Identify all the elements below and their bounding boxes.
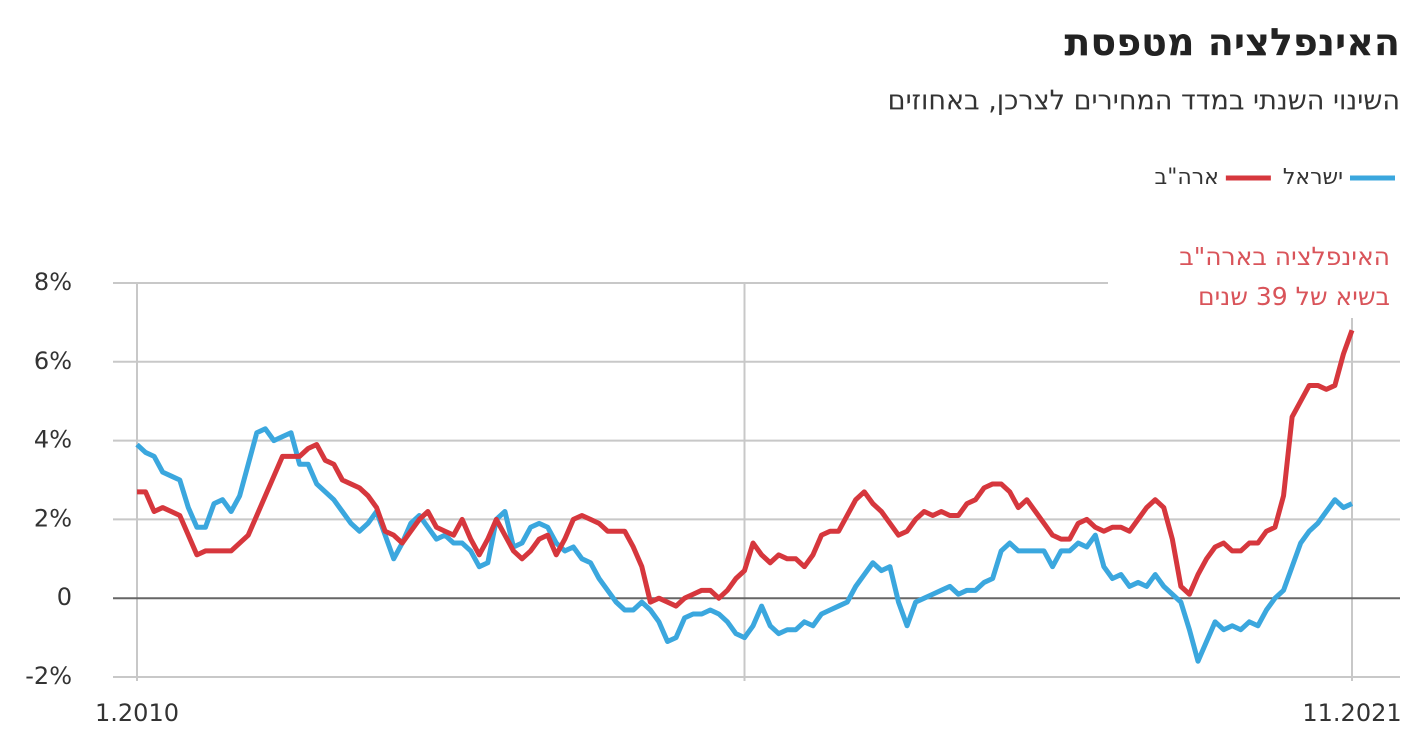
y-tick-label: 4% (34, 426, 72, 454)
annotation-bg (1108, 238, 1400, 318)
series-line (135, 426, 1354, 664)
y-tick-label: 2% (34, 504, 72, 532)
legend-label: ישראל (1283, 165, 1343, 190)
y-tick-label: 0 (57, 583, 72, 611)
chart-subtitle: השינוי השנתי במדד המחירים לצרכן, באחוזים (888, 86, 1400, 117)
x-tick-label: 11.2021 (1302, 699, 1401, 727)
chart-title: האינפלציה מטפסת (1064, 21, 1400, 65)
series-line (137, 329, 1355, 609)
legend-label: ארה"ב (1155, 165, 1219, 190)
y-tick-label: 8% (34, 268, 72, 296)
x-tick-label: 1.2010 (95, 699, 179, 727)
annotation: בשיא של 39 שנים (1198, 282, 1390, 311)
y-tick-label: -2% (25, 662, 72, 690)
annotation: האינפלציה בארה"ב (1179, 242, 1390, 271)
y-tick-label: 6% (34, 347, 72, 375)
